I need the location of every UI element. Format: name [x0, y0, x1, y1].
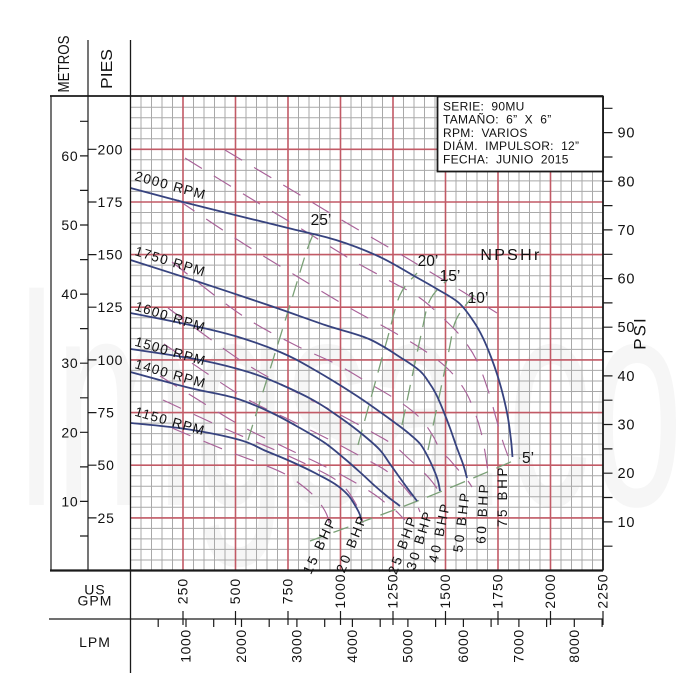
svg-text:20: 20 — [618, 466, 636, 482]
svg-text:40: 40 — [61, 286, 78, 302]
svg-text:30: 30 — [618, 418, 636, 434]
svg-text:1500: 1500 — [437, 573, 453, 608]
svg-text:SERIE: 90MU: SERIE: 90MU — [443, 100, 525, 114]
svg-text:175: 175 — [98, 194, 124, 210]
svg-text:PIES: PIES — [99, 49, 116, 89]
svg-text:750: 750 — [280, 578, 296, 604]
svg-text:7000: 7000 — [510, 629, 526, 663]
svg-text:50: 50 — [618, 320, 636, 336]
svg-text:4000: 4000 — [344, 629, 360, 663]
svg-text:60: 60 — [618, 272, 636, 288]
svg-text:75: 75 — [98, 405, 115, 421]
svg-text:20: 20 — [61, 424, 78, 440]
svg-text:500: 500 — [227, 578, 243, 604]
svg-text:125: 125 — [98, 299, 124, 315]
svg-text:10: 10 — [61, 493, 78, 509]
svg-text:250: 250 — [175, 578, 191, 604]
svg-text:6000: 6000 — [455, 629, 471, 663]
svg-text:25’: 25’ — [311, 212, 332, 229]
svg-text:90: 90 — [618, 126, 636, 142]
svg-text:100: 100 — [98, 352, 124, 368]
svg-text:5000: 5000 — [399, 629, 415, 663]
svg-text:DIÁM. IMPULSOR: 12”: DIÁM. IMPULSOR: 12” — [443, 138, 579, 153]
svg-text:50: 50 — [61, 217, 78, 233]
svg-text:2000: 2000 — [233, 629, 249, 663]
svg-text:75 BHP: 75 BHP — [495, 465, 510, 527]
svg-text:RPM: VARIOS: RPM: VARIOS — [443, 126, 528, 140]
svg-text:80: 80 — [618, 174, 636, 190]
svg-text:1000: 1000 — [332, 573, 348, 608]
svg-text:TAMAÑO: 6” X 6”: TAMAÑO: 6” X 6” — [443, 113, 552, 127]
svg-text:10’: 10’ — [468, 290, 489, 307]
svg-text:15’: 15’ — [440, 268, 461, 285]
svg-text:5’: 5’ — [522, 450, 534, 467]
svg-text:NPSHr: NPSHr — [480, 247, 541, 264]
svg-text:30: 30 — [61, 355, 78, 371]
svg-text:1750: 1750 — [490, 573, 506, 608]
svg-text:LPM: LPM — [79, 634, 111, 650]
svg-text:1000: 1000 — [178, 629, 194, 663]
svg-text:3000: 3000 — [288, 629, 304, 663]
svg-text:20’: 20’ — [418, 253, 439, 270]
svg-text:2000: 2000 — [542, 573, 558, 608]
svg-text:US: US — [84, 582, 105, 598]
svg-text:50: 50 — [98, 457, 115, 473]
svg-text:70: 70 — [618, 223, 636, 239]
svg-text:10: 10 — [618, 515, 636, 531]
svg-text:60: 60 — [61, 148, 78, 164]
svg-text:1250: 1250 — [385, 573, 401, 608]
svg-text:200: 200 — [98, 141, 124, 157]
svg-text:METROS: METROS — [56, 36, 73, 93]
svg-text:25: 25 — [98, 510, 115, 526]
svg-text:150: 150 — [98, 247, 124, 263]
svg-text:FECHA: JUNIO 2015: FECHA: JUNIO 2015 — [443, 152, 569, 166]
svg-text:40: 40 — [618, 369, 636, 385]
svg-text:GPM: GPM — [78, 593, 113, 609]
svg-text:2250: 2250 — [595, 573, 611, 608]
svg-text:60 BHP: 60 BHP — [473, 481, 491, 544]
svg-text:8000: 8000 — [566, 629, 582, 663]
svg-text:PSI: PSI — [631, 316, 650, 349]
